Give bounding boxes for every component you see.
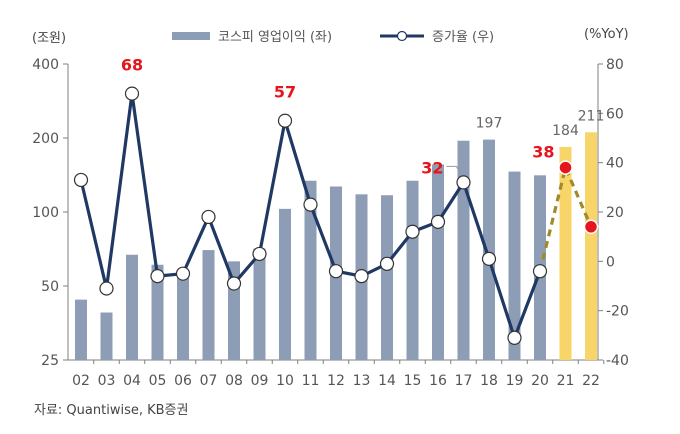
right-axis-unit: (%YoY) [584,27,629,42]
bar [483,139,495,360]
growth-point [481,251,497,266]
x-tick-label: 02 [72,373,90,389]
bar [432,164,444,360]
x-tick-label: 20 [531,373,549,389]
x-tick-label: 05 [149,373,167,389]
x-tick-label: 16 [429,373,447,389]
y-right-tick-label: 60 [606,106,624,122]
bar [253,248,266,360]
bar [279,208,291,360]
legend-bar-swatch [172,31,210,40]
y-right-tick-label: 20 [606,205,624,221]
bar [100,312,113,360]
x-tick-label: 22 [582,373,600,389]
growth-point [558,160,573,175]
y-right-tick-label: -40 [606,353,629,369]
annotation-label: 32 [421,158,443,177]
bar [126,254,138,360]
x-tick-label: 09 [251,373,269,389]
x-tick-label: 04 [123,373,141,389]
x-tick-label: 21 [557,373,575,389]
bar [381,195,393,360]
growth-point [124,86,140,101]
bar [202,250,215,360]
growth-point [73,172,89,188]
growth-point [201,209,216,225]
bar [304,180,317,360]
x-tick-label: 17 [455,373,473,389]
growth-point [456,175,471,190]
bar [75,299,87,360]
x-tick-label: 19 [506,373,524,389]
growth-point [328,264,344,279]
annotation-leader [446,165,461,175]
annotation-label: 57 [274,83,296,102]
legend-line-swatch [380,30,424,41]
y-left-tick-label: 100 [32,205,59,221]
growth-point [150,269,165,284]
bar [151,264,164,360]
growth-point [277,113,293,128]
growth-point [303,197,318,212]
x-tick-label: 11 [302,373,320,389]
bar [177,272,189,360]
x-tick-label: 07 [200,373,218,389]
bar [585,132,597,360]
annotation-label: 38 [532,143,554,162]
legend-bar-label: 코스피 영업이익 (좌) [218,30,333,45]
y-right-tick-label: 80 [606,57,624,73]
x-tick-label: 14 [378,373,396,389]
y-left-tick-label: 50 [41,279,59,295]
x-tick-label: 10 [276,373,294,389]
growth-point [252,246,267,262]
y-right-tick-label: -20 [606,304,629,320]
growth-point [532,264,548,279]
bar [406,180,419,360]
annotation-label: 68 [121,56,143,75]
y-right-tick-label: 0 [606,254,615,270]
x-tick-label: 13 [353,373,371,389]
growth-point [99,281,114,296]
growth-point [379,256,395,271]
y-right-tick-label: 40 [606,156,624,172]
legend-line: 증가율 (우) [378,26,494,45]
x-tick-label: 03 [98,373,116,389]
y-left-tick-label: 25 [41,353,59,369]
legend-line-label: 증가율 (우) [432,30,495,45]
bar [508,171,521,360]
bar-value-label: 197 [476,116,503,132]
source-note: 자료: Quantiwise, KB증권 [34,403,189,418]
y-left-tick-label: 400 [32,57,59,73]
bar-value-label: 184 [552,123,579,139]
growth-point [226,276,242,291]
growth-point [354,269,369,284]
y-left-tick-label: 200 [32,131,59,147]
growth-point [175,266,191,281]
bar-value-label: 211 [578,108,605,124]
x-tick-label: 12 [327,373,345,389]
growth-point [583,219,599,235]
x-tick-label: 18 [480,373,498,389]
legend-bar: 코스피 영업이익 (좌) [172,26,332,45]
growth-point [405,224,420,239]
growth-line-forecast [538,162,593,272]
x-tick-label: 15 [404,373,422,389]
growth-point [430,214,446,229]
x-tick-label: 08 [225,373,243,389]
bar [457,140,470,360]
left-axis-unit: (조원) [32,31,67,46]
x-tick-label: 06 [174,373,192,389]
bar [559,146,572,360]
growth-point [507,330,522,345]
